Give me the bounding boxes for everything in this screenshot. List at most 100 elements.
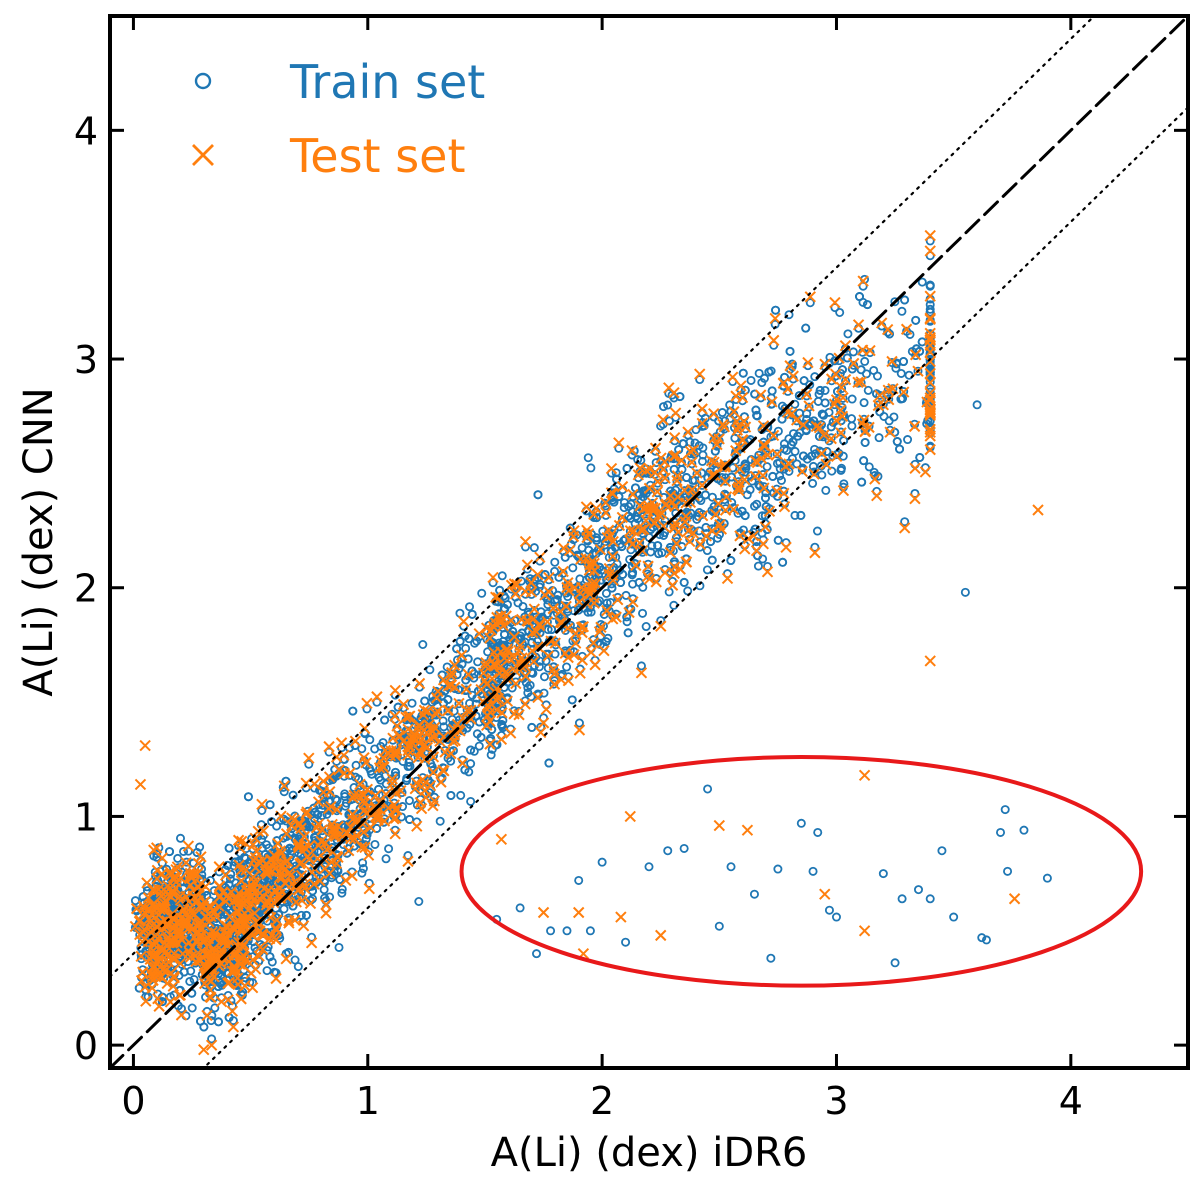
train-point — [899, 357, 909, 367]
train-point — [627, 570, 637, 580]
train-outlier-point — [813, 827, 823, 837]
train-point — [152, 849, 162, 859]
train-point — [836, 427, 846, 437]
train-point — [821, 485, 831, 495]
test-outlier-point — [819, 888, 831, 900]
train-point — [307, 932, 317, 942]
train-point — [796, 510, 806, 520]
test-point — [297, 920, 310, 932]
train-point — [196, 1016, 206, 1026]
train-point — [467, 609, 477, 619]
train-point — [884, 416, 894, 426]
test-point — [574, 667, 586, 679]
train-point — [730, 433, 740, 443]
test-outlier-point — [741, 824, 754, 836]
train-point — [759, 373, 769, 383]
legend-label-train: Train set — [289, 55, 485, 109]
train-point — [240, 973, 250, 983]
train-point — [633, 455, 643, 465]
train-point — [767, 386, 777, 396]
train-point — [641, 622, 651, 632]
test-point — [616, 480, 629, 493]
train-point — [636, 661, 646, 671]
test-outlier-point — [572, 906, 585, 919]
test-point — [562, 675, 575, 687]
train-point — [550, 566, 560, 576]
test-point — [303, 752, 315, 764]
train-point — [809, 467, 819, 477]
train-point — [658, 402, 668, 412]
train-outlier-point — [597, 857, 607, 867]
test-point — [669, 407, 682, 419]
train-point — [308, 886, 318, 896]
train-point — [746, 375, 756, 385]
train-point — [672, 537, 682, 547]
train-point — [752, 410, 762, 420]
train-point — [773, 426, 783, 436]
train-point — [622, 463, 632, 473]
test-outlier-point — [139, 739, 151, 752]
train-point — [884, 394, 894, 404]
test-outlier-point — [1032, 504, 1044, 516]
test-point — [363, 882, 375, 895]
test-point — [924, 245, 936, 257]
train-point — [319, 885, 329, 895]
train-point — [750, 389, 760, 399]
train-point — [812, 526, 822, 536]
train-point — [638, 608, 648, 618]
train-point — [364, 878, 374, 888]
train-point — [859, 398, 869, 408]
train-point — [855, 292, 865, 302]
train-point — [702, 546, 712, 556]
train-point — [418, 640, 428, 650]
train-point — [337, 884, 347, 894]
test-point — [140, 995, 152, 1007]
train-point — [425, 665, 435, 675]
train-point — [460, 631, 470, 641]
train-point — [695, 581, 705, 591]
train-point — [288, 901, 298, 911]
train-point — [740, 511, 750, 521]
train-point — [446, 790, 456, 800]
train-point — [435, 816, 445, 826]
train-point — [705, 467, 715, 477]
test-point — [682, 426, 694, 438]
train-point — [813, 396, 823, 406]
test-point — [519, 698, 531, 710]
train-point — [333, 851, 343, 861]
test-outlier-point — [624, 810, 636, 823]
train-point — [446, 747, 456, 757]
train-point — [771, 305, 781, 315]
train-point — [488, 578, 498, 588]
train-point — [567, 695, 577, 705]
train-point — [839, 479, 849, 489]
train-point — [334, 942, 344, 952]
test-point — [696, 403, 708, 415]
train-point — [776, 475, 786, 485]
train-point — [802, 414, 812, 424]
train-point — [780, 403, 790, 413]
train-point — [817, 409, 827, 419]
train-point — [187, 1003, 197, 1013]
test-point — [919, 466, 932, 478]
train-point — [477, 588, 487, 598]
train-point — [290, 955, 300, 965]
train-outlier-point — [726, 862, 736, 872]
test-point — [924, 355, 936, 368]
test-outlier-point — [537, 906, 550, 919]
train-point — [925, 307, 935, 317]
train-point — [897, 306, 907, 316]
train-point — [903, 435, 913, 445]
outlier-annotation — [459, 754, 1144, 988]
train-point — [165, 847, 175, 857]
train-point — [631, 511, 641, 521]
train-point — [726, 472, 736, 482]
train-point — [530, 575, 540, 585]
train-point — [439, 722, 449, 732]
train-point — [455, 608, 465, 618]
train-point — [653, 541, 663, 551]
train-point — [707, 555, 717, 565]
train-point — [925, 367, 935, 377]
train-point — [614, 522, 624, 532]
train-point — [925, 236, 935, 246]
